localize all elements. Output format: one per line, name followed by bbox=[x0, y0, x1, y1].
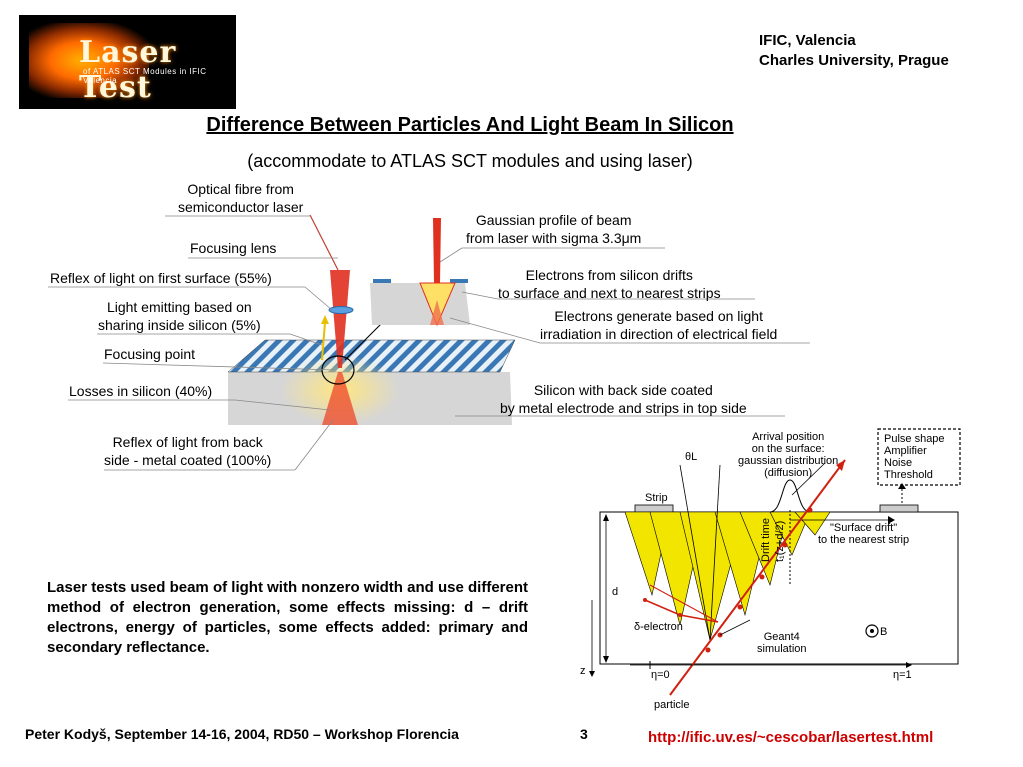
laser-test-logo: Laser Test of ATLAS SCT Modules in IFIC … bbox=[19, 15, 236, 109]
label-geant4: Geant4 simulation bbox=[757, 631, 807, 655]
label-strip: Strip bbox=[645, 492, 668, 504]
label-line: Amplifier bbox=[884, 445, 927, 457]
slide-title-text: Difference Between Particles And Light B… bbox=[206, 114, 734, 136]
label-eta0: η=0 bbox=[651, 669, 670, 681]
label-arrival: Arrival position on the surface: gaussia… bbox=[738, 431, 838, 479]
label-drift-time: Drift time bbox=[760, 518, 772, 562]
label-line: to the nearest strip bbox=[818, 534, 910, 546]
logo-subtitle: of ATLAS SCT Modules in IFIC Valencia bbox=[83, 67, 207, 85]
label-reflex-back: Reflex of light from back side - metal c… bbox=[104, 433, 271, 469]
institution-charles: Charles University, Prague bbox=[759, 52, 949, 69]
label-line: by metal electrode and strips in top sid… bbox=[500, 400, 747, 416]
label-line: from laser with sigma 3.3μm bbox=[466, 230, 642, 246]
label-readout: Pulse shape Amplifier Noise Threshold bbox=[884, 433, 945, 481]
label-line: Noise bbox=[884, 457, 913, 469]
logo-glow bbox=[29, 23, 149, 98]
strip-right bbox=[879, 504, 919, 513]
label-line: Light emitting based on bbox=[106, 299, 252, 315]
label-losses: Losses in silicon (40%) bbox=[69, 383, 213, 399]
label-line: Arrival position bbox=[752, 431, 825, 443]
inset-silicon bbox=[370, 283, 470, 325]
label-line: Reflex of light from back bbox=[112, 434, 263, 450]
label-line: gaussian distribution bbox=[738, 455, 839, 467]
footer-author: Peter Kodyš, September 14-16, 2004, RD50… bbox=[25, 726, 459, 742]
logo-title: Laser Test bbox=[79, 35, 177, 105]
label-eta1: η=1 bbox=[893, 669, 912, 681]
label-line: Threshold bbox=[884, 469, 933, 481]
label-line: Optical fibre from bbox=[187, 181, 294, 197]
focusing-lens bbox=[328, 306, 354, 314]
label-reflex-first: Reflex of light on first surface (55%) bbox=[50, 270, 272, 286]
label-line: Electrons from silicon drifts bbox=[525, 267, 693, 283]
footer-url-link[interactable]: http://ific.uv.es/~cescobar/lasertest.ht… bbox=[648, 729, 934, 746]
institutions: IFIC, Valencia Charles University, Pragu… bbox=[759, 31, 949, 71]
label-d: d bbox=[612, 586, 619, 598]
label-line: "Surface drift" bbox=[829, 522, 898, 534]
label-line: semiconductor laser bbox=[178, 199, 304, 215]
particle-track bbox=[669, 459, 846, 696]
label-focusing-point: Focusing point bbox=[104, 346, 196, 362]
label-line: simulation bbox=[757, 643, 807, 655]
label-line: Silicon with back side coated bbox=[533, 382, 713, 398]
footer-page-number: 3 bbox=[580, 726, 588, 742]
label-electrons-drift: Electrons from silicon drifts to surface… bbox=[498, 266, 721, 302]
b-field-icon bbox=[865, 624, 879, 638]
label-silicon-back: Silicon with back side coated by metal e… bbox=[500, 381, 747, 417]
label-particle: particle bbox=[654, 699, 690, 711]
label-line: Pulse shape bbox=[884, 433, 945, 445]
label-line: sharing inside silicon (5%) bbox=[98, 317, 261, 333]
silicon-strips bbox=[227, 339, 516, 373]
label-theta: θL bbox=[685, 451, 698, 463]
label-electrons-generate: Electrons generate based on light irradi… bbox=[540, 307, 777, 343]
label-line: Electrons generate based on light bbox=[554, 308, 763, 324]
label-focusing-lens: Focusing lens bbox=[190, 240, 277, 256]
strip-left bbox=[634, 504, 674, 513]
readout-box bbox=[877, 428, 961, 486]
label-drift-time2: t₁(z+d/2) bbox=[774, 520, 786, 562]
detector-diagram bbox=[589, 428, 961, 696]
label-z: z bbox=[580, 665, 586, 677]
gaussian-curve bbox=[769, 479, 811, 513]
label-line: side - metal coated (100%) bbox=[104, 452, 272, 468]
reflected-beam bbox=[322, 372, 358, 425]
institution-ific: IFIC, Valencia bbox=[759, 32, 856, 49]
label-line: irradiation in direction of electrical f… bbox=[540, 326, 778, 342]
label-line: (diffusion) bbox=[764, 467, 813, 479]
slide-subtitle: (accommodate to ATLAS SCT modules and us… bbox=[247, 151, 693, 171]
label-b-field: B bbox=[880, 626, 888, 638]
description-paragraph: Laser tests used beam of light with nonz… bbox=[47, 579, 528, 656]
label-line: to surface and next to nearest strips bbox=[498, 285, 721, 301]
laser-beam-in bbox=[330, 270, 350, 368]
label-line: Geant4 bbox=[763, 631, 800, 643]
label-surface-drift: "Surface drift" to the nearest strip bbox=[818, 522, 909, 546]
label-optical-fibre: Optical fibre from semiconductor laser bbox=[178, 180, 303, 216]
label-line: on the surface: bbox=[751, 443, 825, 455]
label-gaussian: Gaussian profile of beam from laser with… bbox=[466, 211, 641, 247]
label-delta-electron: δ-electron bbox=[634, 621, 683, 633]
label-line: Gaussian profile of beam bbox=[475, 212, 632, 228]
slide-title: Difference Between Particles And Light B… bbox=[0, 114, 940, 137]
drift-cones bbox=[624, 511, 831, 641]
reflex-arrow bbox=[321, 321, 326, 361]
optical-fibre bbox=[309, 214, 339, 271]
inset-beam bbox=[433, 218, 441, 283]
label-light-emitting: Light emitting based on sharing inside s… bbox=[98, 298, 261, 334]
